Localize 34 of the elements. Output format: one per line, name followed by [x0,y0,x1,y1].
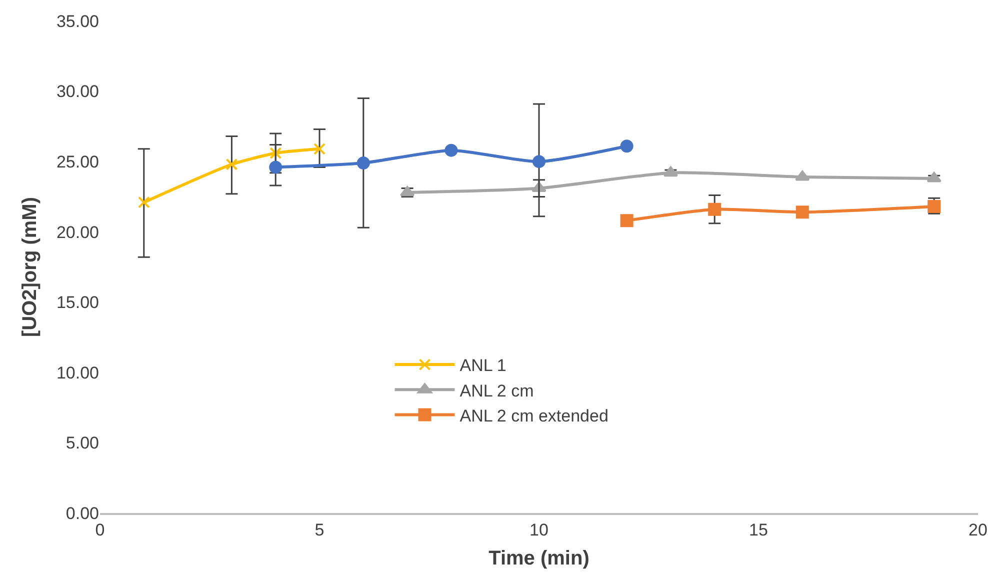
x-tick-label: 20 [968,520,988,540]
legend-label: ANL 1 [460,356,506,376]
point [926,172,942,182]
x-tick-label: 0 [95,520,105,540]
point [663,166,678,177]
y-tick-label: 20.00 [56,222,99,242]
point [795,170,810,181]
legend-label: ANL 2 cm extended [460,406,608,426]
y-tick-label: 30.00 [56,82,99,102]
point [269,160,282,174]
y-tick-label: 10.00 [56,363,99,382]
point [270,147,282,160]
point [532,155,546,168]
point [356,156,370,170]
point [314,142,326,155]
x-tick-label: 15 [749,520,768,540]
point [138,196,150,208]
point [444,144,458,157]
y-axis-title: [UO2]org (mM) [18,197,41,337]
point [620,140,634,153]
point [620,214,634,228]
y-tick-label: 35.00 [56,12,99,31]
legend-label: ANL 2 cm [460,381,534,400]
x-tick-label: 5 [314,520,324,540]
x-axis-title: Time (min) [488,547,590,570]
y-tick-label: 25.00 [56,152,99,172]
y-tick-label: 15.00 [56,293,99,312]
y-tick-label: 0.00 [66,504,99,523]
point [226,158,238,170]
point [796,206,809,219]
point [708,202,722,216]
point [928,200,941,214]
x-tick-label: 10 [530,520,548,540]
y-tick-label: 5.00 [66,434,99,453]
